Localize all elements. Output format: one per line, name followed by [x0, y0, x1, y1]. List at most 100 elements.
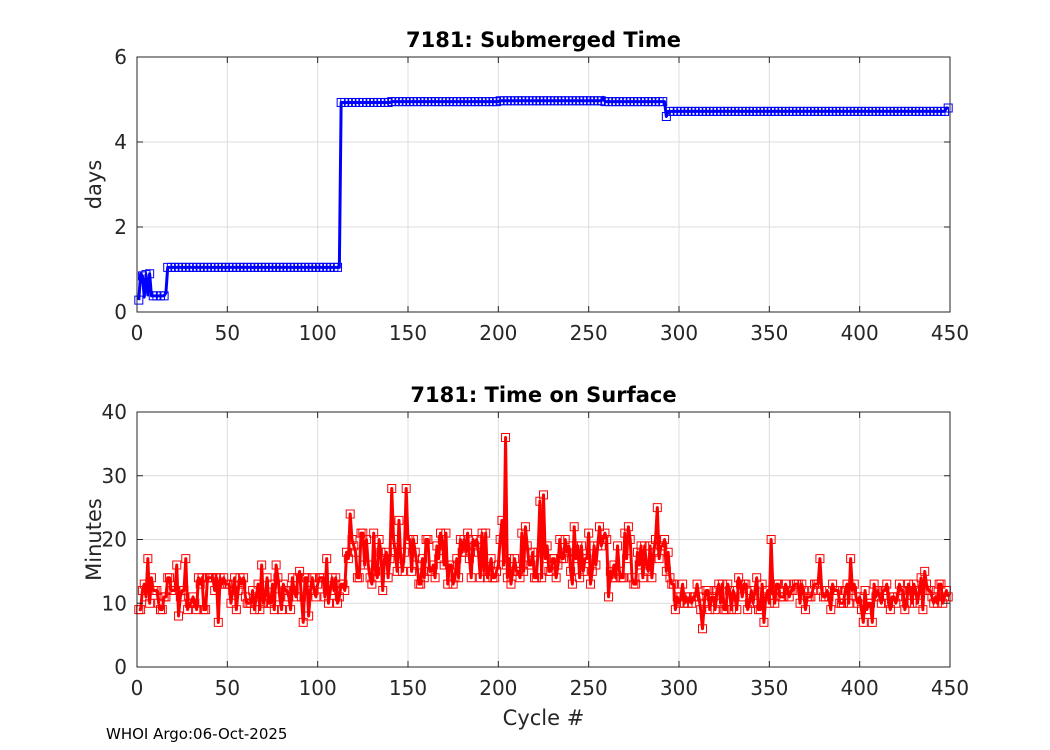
data-point: [157, 605, 167, 615]
y-tick-label: 20: [102, 528, 127, 552]
data-point: [932, 598, 942, 608]
data-point: [230, 573, 240, 583]
data-point: [595, 522, 605, 532]
data-point: [195, 579, 205, 589]
data-point: [273, 573, 283, 583]
x-tick-label: 0: [131, 676, 144, 700]
data-point: [582, 554, 592, 564]
data-point: [343, 554, 353, 564]
x-tick-label: 450: [931, 321, 969, 345]
data-point: [399, 547, 409, 557]
data-point: [699, 598, 709, 608]
data-point: [697, 624, 707, 634]
data-point: [925, 586, 935, 595]
data-point: [329, 586, 339, 595]
data-point: [192, 605, 202, 615]
data-point: [495, 535, 505, 544]
data-point: [907, 598, 917, 608]
data-point: [277, 605, 287, 615]
data-point: [651, 535, 661, 544]
x-tick-label: 250: [570, 676, 608, 700]
data-point: [407, 566, 417, 576]
data-point: [322, 554, 332, 564]
data-point: [876, 598, 886, 608]
data-point: [231, 605, 241, 615]
data-point: [860, 586, 870, 595]
y-tick-label: 4: [114, 130, 127, 154]
data-point: [181, 554, 191, 564]
data-point: [943, 592, 953, 602]
chart-title: 7181: Time on Surface: [410, 383, 676, 407]
data-point: [741, 579, 751, 589]
data-point: [179, 586, 189, 595]
data-point: [522, 541, 532, 551]
y-tick-label: 30: [102, 464, 127, 488]
data-point: [618, 573, 628, 583]
data-point: [452, 554, 462, 564]
data-point: [520, 522, 530, 532]
data-point: [340, 586, 350, 595]
data-point: [369, 528, 379, 538]
data-point: [566, 566, 576, 576]
data-point: [201, 605, 211, 615]
data-point: [867, 617, 877, 627]
data-point: [251, 592, 261, 602]
y-axis-label: days: [82, 160, 106, 210]
chart-title: 7181: Submerged Time: [406, 28, 681, 52]
data-point: [389, 535, 399, 544]
data-point: [490, 573, 500, 583]
data-point: [370, 566, 380, 576]
data-point: [419, 573, 429, 583]
data-point: [334, 592, 344, 602]
data-point: [291, 592, 301, 602]
data-point: [432, 541, 442, 551]
data-point: [365, 573, 375, 583]
data-point: [361, 535, 371, 544]
x-tick-label: 150: [389, 321, 427, 345]
data-point: [730, 592, 740, 602]
data-point: [318, 573, 328, 583]
data-point: [838, 598, 848, 608]
data-point: [174, 611, 184, 621]
data-point: [210, 586, 220, 595]
data-point: [378, 586, 388, 595]
x-tick-label: 50: [215, 321, 240, 345]
data-point: [578, 566, 588, 576]
x-tick-label: 400: [841, 676, 879, 700]
data-point: [441, 528, 451, 538]
data-point: [902, 598, 912, 608]
data-point: [842, 579, 852, 589]
data-point: [652, 503, 662, 513]
data-point: [423, 535, 433, 544]
data-point: [712, 586, 722, 595]
data-point: [795, 598, 805, 608]
data-point: [257, 560, 267, 570]
data-point: [338, 579, 348, 589]
data-point: [571, 554, 581, 564]
data-point: [663, 547, 673, 557]
data-point: [430, 573, 440, 583]
x-tick-label: 350: [750, 676, 788, 700]
chart-surface: 0 50 100 150 200 250 300 350 400 450 0 10 20 30 40 7181…: [82, 383, 969, 730]
data-point: [732, 605, 742, 615]
data-point: [385, 554, 395, 564]
data-point: [333, 262, 343, 272]
data-point: [604, 592, 614, 602]
data-point: [546, 566, 556, 576]
data-point: [472, 535, 482, 544]
data-point: [763, 586, 773, 595]
data-point: [531, 573, 541, 583]
data-point: [284, 592, 294, 602]
data-point: [858, 617, 868, 627]
data-point: [390, 547, 400, 557]
data-point: [506, 579, 516, 589]
data-point: [623, 522, 633, 532]
data-point: [728, 586, 738, 595]
data-point: [295, 566, 305, 576]
data-point: [634, 560, 644, 570]
series-markers-submerged: [134, 96, 953, 305]
data-point: [885, 605, 895, 615]
data-point: [493, 560, 503, 570]
data-point: [562, 547, 572, 557]
data-point: [333, 598, 343, 608]
